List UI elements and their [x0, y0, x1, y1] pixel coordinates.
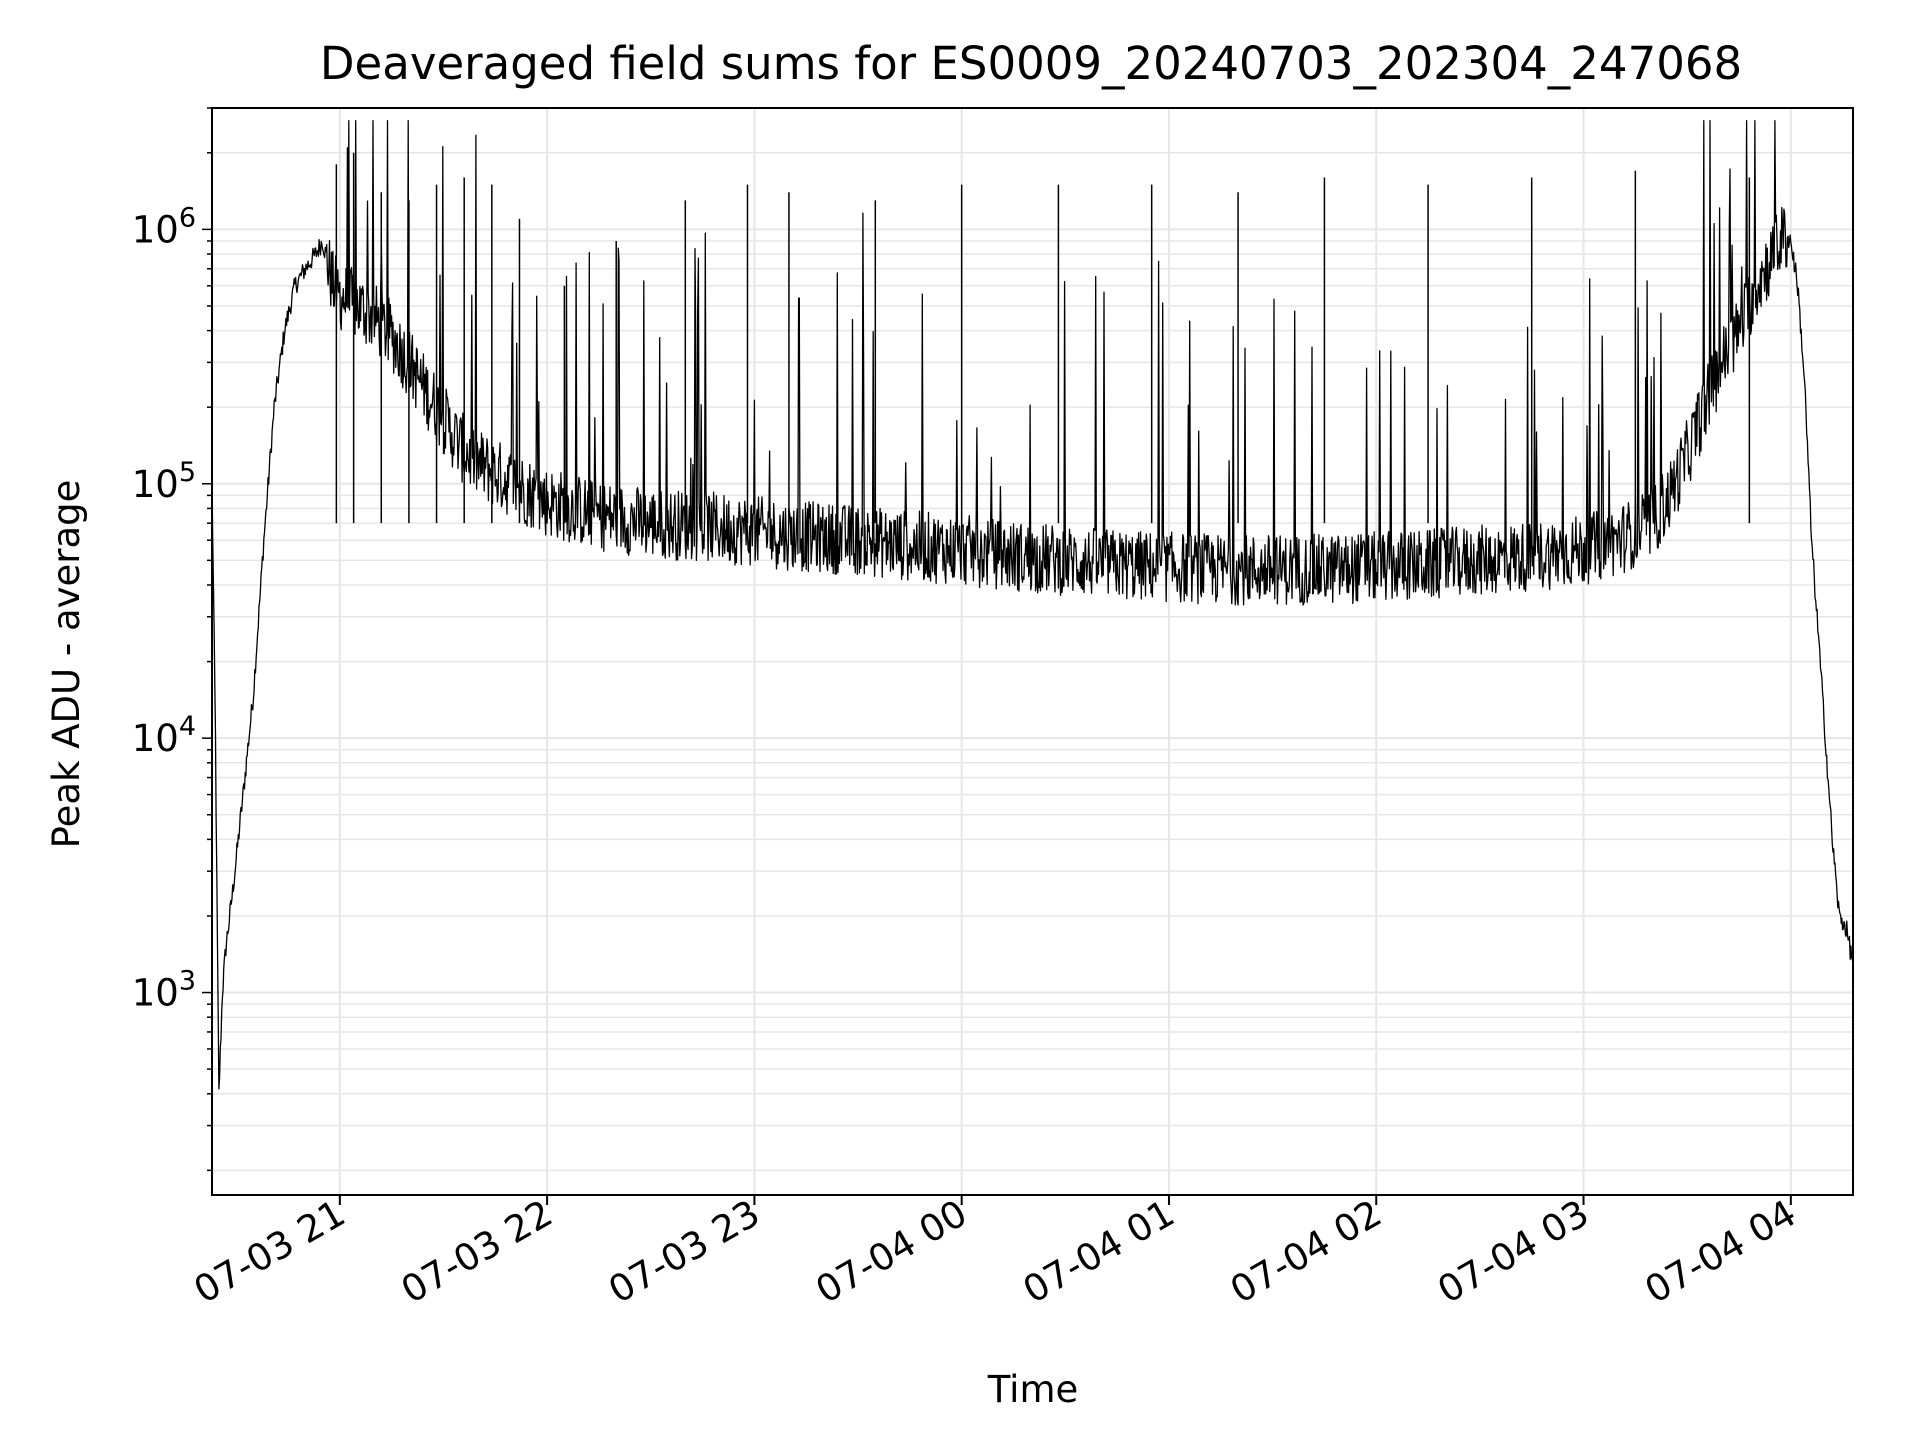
- plot-area: [211, 120, 1854, 1090]
- x-axis: 07-03 21 07-03 22 07-03 23 07-04 00 07-04 01…: [187, 1192, 1804, 1312]
- axes-frame: [211, 107, 1854, 1196]
- chart-title: Deaveraged field sums for ES0009_2024070…: [320, 37, 1742, 90]
- y-tick-label: 105: [132, 457, 196, 506]
- y-axis-label: Peak ADU - average: [45, 480, 88, 849]
- x-tick-label: 07-04 03: [1430, 1192, 1596, 1312]
- x-tick-label: 07-04 00: [809, 1192, 975, 1312]
- x-tick-label: 07-03 23: [601, 1192, 767, 1312]
- x-tick-label: 07-03 22: [394, 1192, 560, 1312]
- x-tick-label: 07-04 04: [1638, 1192, 1804, 1312]
- y-tick-label: 103: [132, 966, 196, 1015]
- x-tick-label: 07-04 02: [1223, 1192, 1389, 1312]
- x-axis-label: Time: [987, 1368, 1079, 1411]
- y-tick-label: 106: [132, 202, 196, 251]
- y-tick-label: 104: [132, 711, 196, 760]
- x-tick-label: 07-03 21: [187, 1192, 353, 1312]
- y-axis: 103 104 105 106: [132, 107, 212, 1172]
- grid: [212, 107, 1853, 1195]
- x-tick-label: 07-04 01: [1016, 1192, 1182, 1312]
- series-line: [211, 120, 1854, 1090]
